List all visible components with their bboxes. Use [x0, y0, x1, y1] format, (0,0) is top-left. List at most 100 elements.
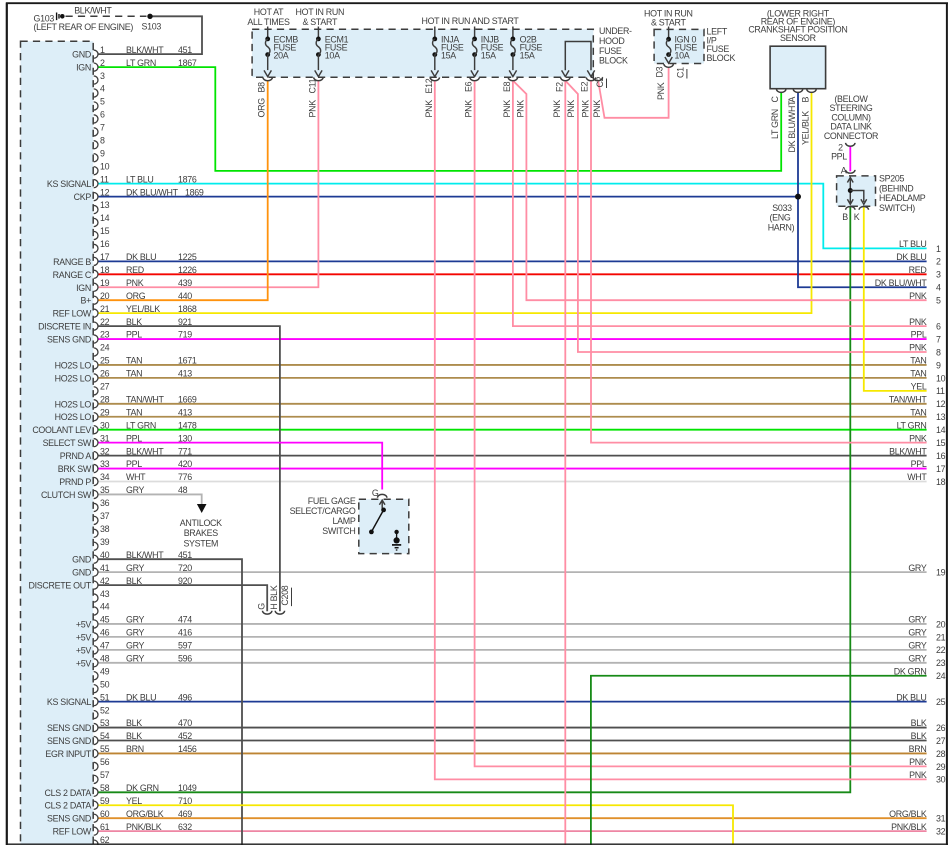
svg-text:23: 23 [936, 658, 946, 668]
svg-text:1671: 1671 [178, 356, 197, 366]
svg-text:O2B: O2B [520, 35, 537, 45]
svg-text:+5V: +5V [76, 619, 92, 629]
svg-text:632: 632 [178, 822, 192, 832]
svg-text:776: 776 [178, 472, 192, 482]
svg-text:DK GRN: DK GRN [126, 783, 159, 793]
svg-text:416: 416 [178, 628, 192, 638]
svg-text:SWITCH): SWITCH) [879, 203, 915, 213]
svg-text:IGN: IGN [76, 283, 91, 293]
svg-text:WHT: WHT [126, 472, 146, 482]
svg-text:INJA: INJA [441, 35, 459, 45]
svg-text:FUEL GAGE: FUEL GAGE [308, 496, 356, 506]
svg-text:469: 469 [178, 809, 192, 819]
svg-text:1: 1 [100, 45, 105, 55]
svg-text:GRY: GRY [126, 628, 145, 638]
svg-text:2: 2 [100, 58, 105, 68]
svg-text:597: 597 [178, 641, 192, 651]
svg-text:RED: RED [126, 265, 144, 275]
svg-text:52: 52 [100, 705, 110, 715]
svg-text:(LEFT REAR OF ENGINE): (LEFT REAR OF ENGINE) [34, 22, 134, 32]
svg-text:PNK: PNK [516, 100, 526, 118]
svg-text:PNK: PNK [307, 100, 317, 118]
svg-text:21: 21 [100, 304, 110, 314]
svg-text:FUSE: FUSE [675, 43, 698, 53]
svg-text:BLOCK: BLOCK [599, 56, 628, 66]
svg-text:12: 12 [100, 187, 110, 197]
svg-text:4: 4 [100, 84, 105, 94]
svg-text:27: 27 [100, 382, 110, 392]
svg-text:REF LOW: REF LOW [53, 309, 92, 319]
svg-text:43: 43 [100, 589, 110, 599]
svg-text:29: 29 [100, 407, 110, 417]
svg-text:14: 14 [936, 425, 946, 435]
svg-text:FUSE: FUSE [707, 44, 730, 54]
svg-text:PPL: PPL [831, 152, 847, 162]
svg-text:PNK: PNK [909, 433, 927, 443]
svg-text:PPL: PPL [911, 330, 927, 340]
svg-text:4: 4 [936, 283, 941, 293]
svg-text:+5V: +5V [76, 632, 92, 642]
svg-text:1868: 1868 [178, 304, 197, 314]
svg-text:8: 8 [936, 347, 941, 357]
svg-text:FUSE: FUSE [599, 46, 622, 56]
svg-text:3: 3 [100, 71, 105, 81]
svg-text:49: 49 [100, 666, 110, 676]
svg-text:26: 26 [100, 369, 110, 379]
svg-text:28: 28 [100, 395, 110, 405]
svg-text:25: 25 [100, 356, 110, 366]
svg-text:26: 26 [936, 723, 946, 733]
svg-text:BLOCK: BLOCK [707, 53, 736, 63]
svg-text:48: 48 [178, 485, 188, 495]
svg-text:& START: & START [303, 17, 338, 27]
svg-text:46: 46 [100, 628, 110, 638]
svg-text:INJB: INJB [481, 35, 499, 45]
svg-text:CLS 2 DATA: CLS 2 DATA [45, 801, 92, 811]
svg-text:B8: B8 [257, 82, 267, 93]
svg-text:PNK: PNK [909, 343, 927, 353]
svg-text:DK GRN: DK GRN [894, 666, 927, 676]
svg-text:28: 28 [936, 749, 946, 759]
svg-text:PPL: PPL [911, 459, 927, 469]
svg-text:GND: GND [72, 555, 91, 565]
svg-text:DATA LINK: DATA LINK [830, 122, 872, 132]
svg-text:GRY: GRY [908, 654, 927, 664]
svg-text:24: 24 [100, 343, 110, 353]
svg-text:H BLK: H BLK [269, 585, 279, 610]
svg-text:PNK/BLK: PNK/BLK [126, 822, 162, 832]
svg-text:LT GRN: LT GRN [126, 420, 156, 430]
svg-text:SENS GND: SENS GND [47, 335, 91, 345]
svg-text:18: 18 [936, 477, 946, 487]
svg-text:LT BLU: LT BLU [899, 239, 926, 249]
svg-text:DISCRETE IN: DISCRETE IN [38, 322, 91, 332]
svg-text:PRND P: PRND P [59, 477, 91, 487]
svg-text:TAN: TAN [910, 369, 926, 379]
svg-text:15A: 15A [481, 51, 496, 61]
svg-text:12: 12 [936, 399, 946, 409]
svg-text:62: 62 [100, 835, 110, 845]
svg-text:413: 413 [178, 369, 192, 379]
svg-text:PNK: PNK [580, 100, 590, 118]
svg-text:BRN: BRN [126, 744, 144, 754]
svg-text:BLK/WHT: BLK/WHT [126, 446, 164, 456]
svg-text:COLUMN): COLUMN) [831, 112, 871, 122]
svg-text:K: K [854, 212, 860, 222]
svg-text:BLK/WHT: BLK/WHT [126, 550, 164, 560]
svg-text:C11: C11 [307, 78, 317, 93]
svg-text:9: 9 [100, 148, 105, 158]
svg-text:15A: 15A [441, 51, 456, 61]
svg-text:PNK: PNK [464, 100, 474, 118]
svg-text:E6: E6 [464, 81, 474, 92]
svg-text:& START: & START [651, 18, 686, 28]
svg-text:PNK: PNK [592, 100, 602, 118]
svg-text:17: 17 [936, 464, 946, 474]
svg-text:451: 451 [178, 45, 192, 55]
svg-text:FUSE: FUSE [441, 43, 464, 53]
svg-text:7: 7 [936, 334, 941, 344]
svg-text:31: 31 [100, 433, 110, 443]
svg-text:11: 11 [100, 174, 109, 184]
svg-text:20A: 20A [274, 51, 289, 61]
svg-text:G103: G103 [34, 13, 55, 23]
svg-text:1478: 1478 [178, 420, 197, 430]
svg-text:BRK SW: BRK SW [58, 464, 92, 474]
svg-text:S103: S103 [142, 22, 162, 32]
